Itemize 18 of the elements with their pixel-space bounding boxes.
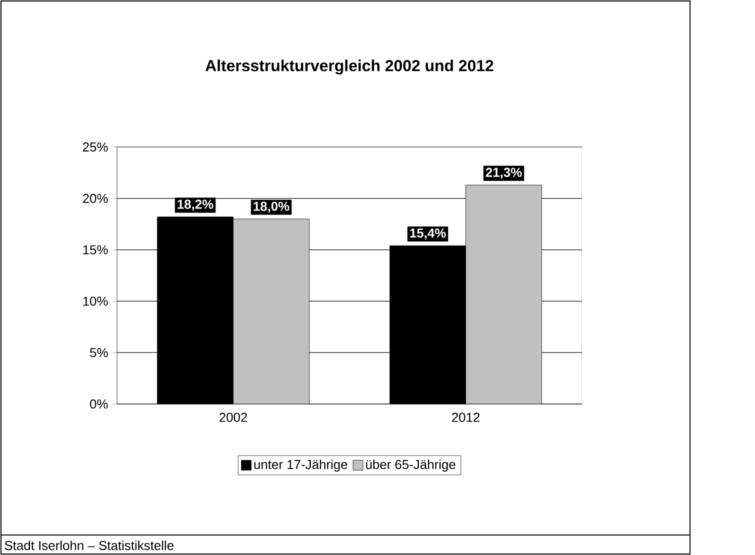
data-label: 18,2%	[178, 200, 214, 211]
bar	[233, 218, 310, 404]
bar	[466, 184, 542, 404]
y-tick-label: 10%	[83, 296, 108, 306]
y-tick-label: 25%	[82, 142, 108, 152]
data-label: 15,4%	[410, 228, 446, 240]
legend-label: unter 17-Jährige	[254, 460, 348, 472]
text: Stadt Iserlohn – Statistikstelle	[4, 540, 174, 550]
y-tick-label: 0%	[90, 399, 108, 409]
x-tick-label: 2002	[220, 412, 247, 422]
chart-title: Altersstrukturvergleich 2002 und 2012	[205, 60, 494, 75]
legend-label: über 65-Jährige	[366, 460, 456, 472]
y-tick-label: 20%	[82, 194, 108, 203]
x-tick-label: 2012	[452, 412, 480, 422]
data-label: 21,3%	[486, 168, 522, 179]
y-tick-label: 15%	[83, 245, 108, 254]
data-label: 18,0%	[254, 202, 290, 213]
y-tick-label: 5%	[90, 348, 108, 358]
